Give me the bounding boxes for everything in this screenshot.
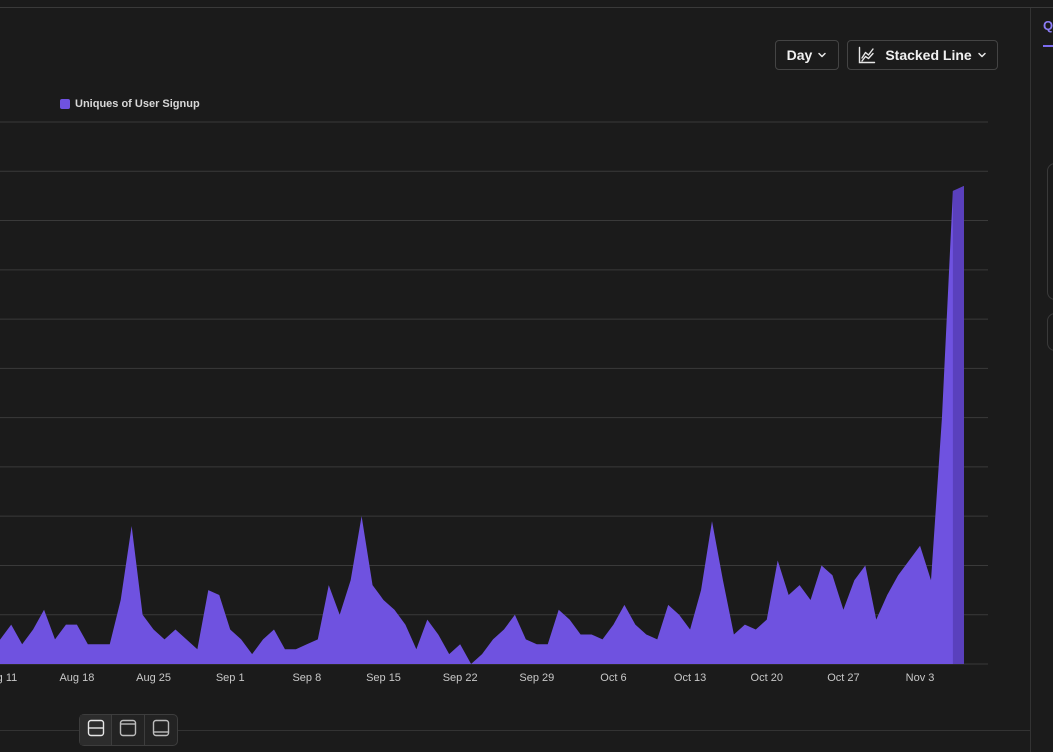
series-area bbox=[0, 186, 964, 664]
legend-label: Uniques of User Signup bbox=[75, 98, 200, 110]
area-chart: Aug 11 Aug 18 Aug 25 Sep 1 Sep 8 Sep 15 Sep 22… bbox=[0, 121, 988, 684]
x-tick-label: Sep 1 bbox=[216, 672, 245, 684]
right-panel-card bbox=[1047, 163, 1053, 300]
chevron-down-icon bbox=[977, 50, 987, 60]
x-tick-label: Oct 6 bbox=[600, 672, 626, 684]
interval-dropdown[interactable]: Day bbox=[775, 40, 839, 70]
layout-split-button[interactable] bbox=[80, 715, 113, 745]
right-panel-card bbox=[1047, 313, 1053, 351]
top-divider bbox=[0, 7, 1053, 8]
legend-swatch bbox=[60, 99, 70, 109]
x-tick-label: Aug 18 bbox=[59, 672, 94, 684]
bottom-divider bbox=[0, 730, 1030, 731]
right-panel-tab-indicator bbox=[1043, 45, 1053, 47]
x-tick-label: Oct 13 bbox=[674, 672, 706, 684]
layout-top-icon bbox=[119, 719, 137, 742]
right-panel: Q bbox=[1031, 8, 1053, 752]
layout-bottom-button[interactable] bbox=[145, 715, 177, 745]
chart-type-label: Stacked Line bbox=[885, 47, 972, 63]
x-tick-label: Sep 22 bbox=[443, 672, 478, 684]
panel-divider bbox=[1030, 8, 1031, 752]
x-tick-label: Sep 15 bbox=[366, 672, 401, 684]
layout-split-icon bbox=[87, 719, 105, 742]
x-tick-label: Oct 20 bbox=[751, 672, 783, 684]
x-tick-label: Sep 8 bbox=[292, 672, 321, 684]
chart-type-dropdown[interactable]: Stacked Line bbox=[847, 40, 998, 70]
interval-label: Day bbox=[786, 47, 813, 63]
right-panel-tab[interactable]: Q bbox=[1043, 18, 1053, 33]
chart-legend[interactable]: Uniques of User Signup bbox=[60, 98, 200, 110]
chevron-down-icon bbox=[817, 50, 827, 60]
x-tick-label: Oct 27 bbox=[827, 672, 859, 684]
layout-toggle-group bbox=[79, 714, 178, 746]
x-tick-label: Nov 3 bbox=[906, 672, 935, 684]
line-chart-icon bbox=[858, 46, 876, 64]
x-tick-label: Aug 25 bbox=[136, 672, 171, 684]
x-tick-label: Sep 29 bbox=[519, 672, 554, 684]
series-area-incomplete bbox=[952, 186, 964, 664]
layout-bottom-icon bbox=[152, 719, 170, 742]
x-tick-label: Aug 11 bbox=[0, 672, 17, 684]
layout-top-button[interactable] bbox=[112, 715, 145, 745]
